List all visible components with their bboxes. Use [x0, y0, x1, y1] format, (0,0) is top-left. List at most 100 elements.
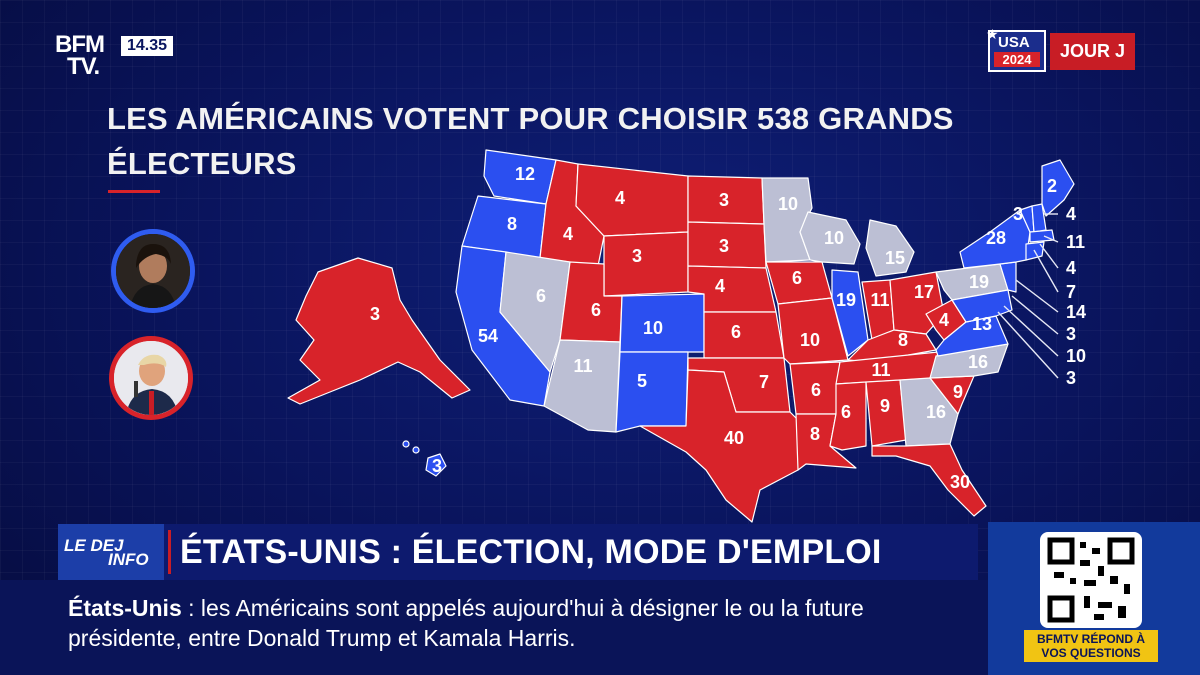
value-mississippi: 6: [841, 402, 851, 422]
program-tag: LE DEJ INFO: [58, 524, 164, 580]
callout-value-new-hampshire: 4: [1066, 204, 1076, 224]
state-hawaii: [425, 453, 447, 477]
callout-value-new-jersey: 14: [1066, 302, 1086, 322]
value-vermont: 3: [1013, 204, 1023, 224]
year-label: 2024: [994, 52, 1040, 67]
page-title: LES AMÉRICAINS VOTENT POUR CHOISIR 538 G…: [107, 101, 954, 181]
hawaii-island: [412, 446, 420, 454]
callout-value-connecticut: 7: [1066, 282, 1076, 302]
qr-code[interactable]: [1040, 532, 1142, 628]
state-kansas: [703, 311, 785, 359]
state-maine: [1041, 159, 1075, 217]
state-illinois: [831, 269, 869, 357]
value-virginia: 13: [972, 314, 992, 334]
value-north-dakota: 3: [719, 190, 729, 210]
value-florida: 30: [950, 472, 970, 492]
value-california: 54: [478, 326, 498, 346]
value-alaska: 3: [370, 304, 380, 324]
value-louisiana: 8: [810, 424, 820, 444]
callout-value-dc: 3: [1066, 368, 1076, 388]
state-massachusetts: [1029, 229, 1055, 243]
value-wisconsin: 10: [824, 228, 844, 248]
clock: 14.35: [121, 36, 174, 56]
value-iowa: 6: [792, 268, 802, 288]
callout-value-delaware: 3: [1066, 324, 1076, 344]
value-texas: 40: [724, 428, 744, 448]
logo-line-1: BFM: [55, 31, 105, 58]
value-hawaii: 3: [432, 456, 442, 476]
state-florida: [871, 443, 987, 517]
qr-caption: BFMTV RÉPOND À VOS QUESTIONS: [1024, 630, 1158, 662]
value-georgia: 16: [926, 402, 946, 422]
value-oregon: 8: [507, 214, 517, 234]
state-washington: [483, 149, 557, 205]
ticker-bar: [0, 580, 988, 675]
value-kentucky: 8: [898, 330, 908, 350]
harris-avatar: [111, 229, 195, 313]
state-wisconsin: [799, 211, 861, 265]
value-missouri: 10: [800, 330, 820, 350]
value-ohio: 17: [914, 282, 934, 302]
state-georgia: [899, 377, 959, 447]
title-underline: [108, 190, 160, 193]
callout-value-maryland: 10: [1066, 346, 1086, 366]
usa-label: USA: [998, 34, 1030, 51]
value-indiana: 11: [870, 290, 889, 310]
state-missouri: [777, 297, 849, 365]
callout-value-rhode-island: 4: [1066, 258, 1076, 278]
value-wyoming: 3: [632, 246, 642, 266]
value-arkansas: 6: [811, 380, 821, 400]
headline-band: [58, 524, 978, 580]
value-maine: 2: [1047, 176, 1057, 196]
value-utah: 6: [591, 300, 601, 320]
value-washington: 12: [515, 164, 535, 184]
value-michigan: 15: [885, 248, 905, 268]
usa-2024-logo: ★ USA 2024: [986, 26, 1046, 72]
state-alaska: [287, 257, 471, 405]
value-new-york: 28: [986, 228, 1006, 248]
value-west-virginia: 4: [939, 310, 949, 330]
ticker-separator: :: [181, 595, 201, 621]
headline-separator: [168, 530, 171, 574]
value-tennessee: 11: [871, 360, 890, 380]
ticker-lead: États-Unis: [68, 595, 182, 621]
value-alabama: 9: [880, 396, 890, 416]
value-nevada: 6: [536, 286, 546, 306]
jour-j-label: JOUR J: [1050, 32, 1136, 70]
state-nevada: [499, 251, 571, 373]
value-pennsylvania: 19: [969, 272, 989, 292]
value-montana: 4: [615, 188, 625, 208]
state-michigan: [865, 219, 915, 277]
callout-value-massachusetts: 11: [1066, 232, 1085, 252]
logo-line-2: TV.: [67, 53, 100, 80]
callout-lines: [997, 213, 1059, 379]
program-tag-line-1: LE DEJ: [64, 536, 124, 555]
value-arizona: 11: [573, 356, 592, 376]
state-texas: [639, 369, 807, 523]
value-colorado: 10: [643, 318, 663, 338]
value-kansas: 6: [731, 322, 741, 342]
channel-logo: BFM TV.: [55, 31, 105, 80]
headline: ÉTATS-UNIS : ÉLECTION, MODE D'EMPLOI: [180, 533, 882, 571]
value-south-carolina: 9: [953, 382, 963, 402]
value-nebraska: 4: [715, 276, 725, 296]
value-minnesota: 10: [778, 194, 798, 214]
program-tag-line-2: INFO: [108, 550, 149, 569]
value-new-mexico: 5: [637, 371, 647, 391]
state-wyoming: [603, 231, 689, 297]
trump-avatar: [109, 336, 193, 420]
value-illinois: 19: [836, 290, 856, 310]
value-idaho: 4: [563, 224, 573, 244]
value-south-dakota: 3: [719, 236, 729, 256]
ticker-text: États-Unis : les Américains sont appelés…: [68, 593, 968, 653]
hawaii-island: [402, 440, 410, 448]
ticker-body: les Américains sont appelés aujourd'hui …: [68, 595, 864, 651]
value-oklahoma: 7: [759, 372, 769, 392]
state-new-mexico: [615, 351, 689, 433]
star-icon: ★: [986, 26, 999, 42]
election-badge: ★ USA 2024 JOUR J: [986, 26, 1136, 72]
state-arizona: [543, 339, 621, 433]
value-north-carolina: 16: [968, 352, 988, 372]
state-maryland: [951, 289, 1013, 323]
